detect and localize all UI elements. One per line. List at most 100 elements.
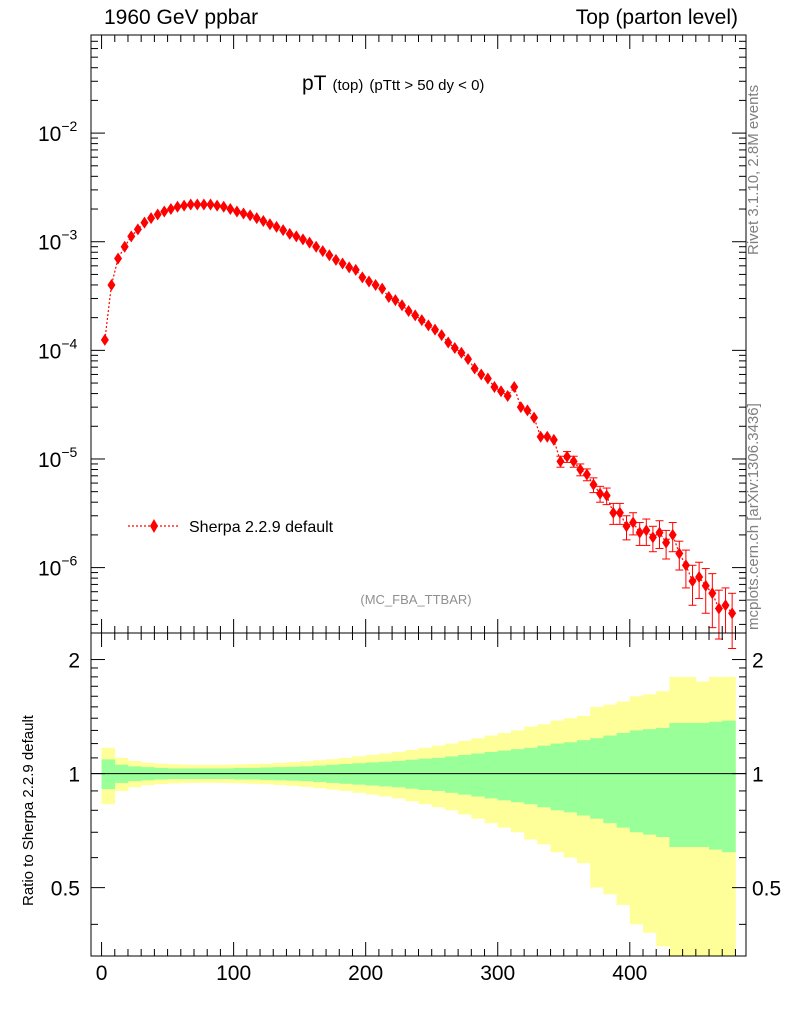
data-point [331,253,340,266]
data-point [147,212,156,225]
data-point [358,271,367,284]
data-point [364,275,373,288]
data-point [576,463,585,476]
data-point [397,299,406,312]
header-left: 1960 GeV ppbar [104,6,259,29]
data-point [325,249,334,262]
data-point [437,329,446,342]
ratio-band-inner-bin [431,757,446,791]
ratio-band-inner-bin [642,729,657,835]
data-point [596,487,605,500]
ratio-band-inner-bin [576,740,591,816]
plot-axes: 0 100 200 300 400 10−2 10−3 10−4 10−5 10−6 0.5 0.5 1… [38,34,781,985]
data-point [668,528,677,541]
data-point [114,252,123,265]
ratio-band-inner-bin [444,756,459,793]
series-line [104,203,733,614]
data-point [153,208,162,221]
ratio-band-inner-bin [418,758,433,791]
data-point [166,203,175,216]
ratio-band-inner-bin [392,760,406,788]
header-right: Top (parton level) [575,6,738,29]
data-point [226,203,235,216]
data-point [708,587,717,600]
ratio-band-inner-bin [510,749,525,803]
main-series [100,198,737,649]
ratio-band-inner-bin [629,730,644,833]
x-tick-label: 400 [612,962,647,985]
ratio-band-inner-bin [669,722,683,848]
data-point [483,372,492,385]
data-point [338,257,347,270]
ratio-band-inner-bin [405,759,419,789]
data-point [635,526,644,539]
ratio-band-inner-bin [590,738,604,819]
data-point [648,531,657,544]
ratio-band-inner-bin [471,753,485,797]
data-point [549,433,558,446]
data-point [259,215,268,228]
x-tick-label: 0 [96,962,108,985]
ratio-band-inner-bin [484,752,499,799]
data-point [100,333,109,346]
x-tick-label: 300 [480,962,515,985]
ratio-y-tick-label: 2 [68,650,80,673]
data-point [312,240,321,253]
ratio-y-tick-label-right: 0.5 [752,878,781,901]
data-point [411,309,420,322]
plot-title: pT (top) (pTtt > 50 dy < 0) [302,72,484,95]
data-point [351,263,360,276]
data-point [239,207,248,220]
data-point [265,218,274,231]
data-point [675,547,684,560]
data-point [285,227,294,240]
ratio-y-tick-label: 0.5 [51,878,80,901]
data-point [695,570,704,583]
data-point [140,216,149,229]
data-point [536,430,545,443]
data-point [213,199,222,212]
data-point [318,245,327,258]
ratio-y-tick-label-right: 1 [752,764,764,787]
data-point [728,607,737,620]
data-point [530,411,539,424]
data-point [444,336,453,349]
ratio-band-inner-bin [458,754,472,795]
data-point [120,240,129,253]
data-point [417,314,426,327]
data-point [497,385,506,398]
data-point [589,478,598,491]
ratio-band-inner-bin [497,750,512,801]
data-point [681,559,690,572]
ratio-band-inner-bin [563,742,578,813]
data-point [556,455,565,468]
data-point [404,305,413,318]
data-point [563,450,572,463]
data-point [371,278,380,291]
data-point [279,224,288,237]
data-point [569,455,578,468]
data-point [602,489,611,502]
y-tick-label: 10−3 [38,227,78,255]
x-tick-label: 200 [348,962,383,985]
data-point [629,516,638,529]
data-point [450,342,459,355]
data-point [199,198,208,211]
data-point [391,294,400,307]
data-point [206,198,215,211]
data-point [622,520,631,533]
data-point [688,575,697,588]
y-tick-label: 10−2 [38,118,78,146]
x-tick-label: 100 [216,962,251,985]
ratio-uncertainty-bands [101,676,736,956]
data-point [160,205,169,218]
ratio-band-inner-bin [101,759,116,790]
ratio-band-inner-bin [537,745,551,808]
data-point [107,278,116,291]
data-point [662,536,671,549]
data-point [609,506,618,519]
main-plot-frame [90,34,747,634]
y-tick-label: 10−5 [38,444,78,472]
data-point [642,524,651,537]
